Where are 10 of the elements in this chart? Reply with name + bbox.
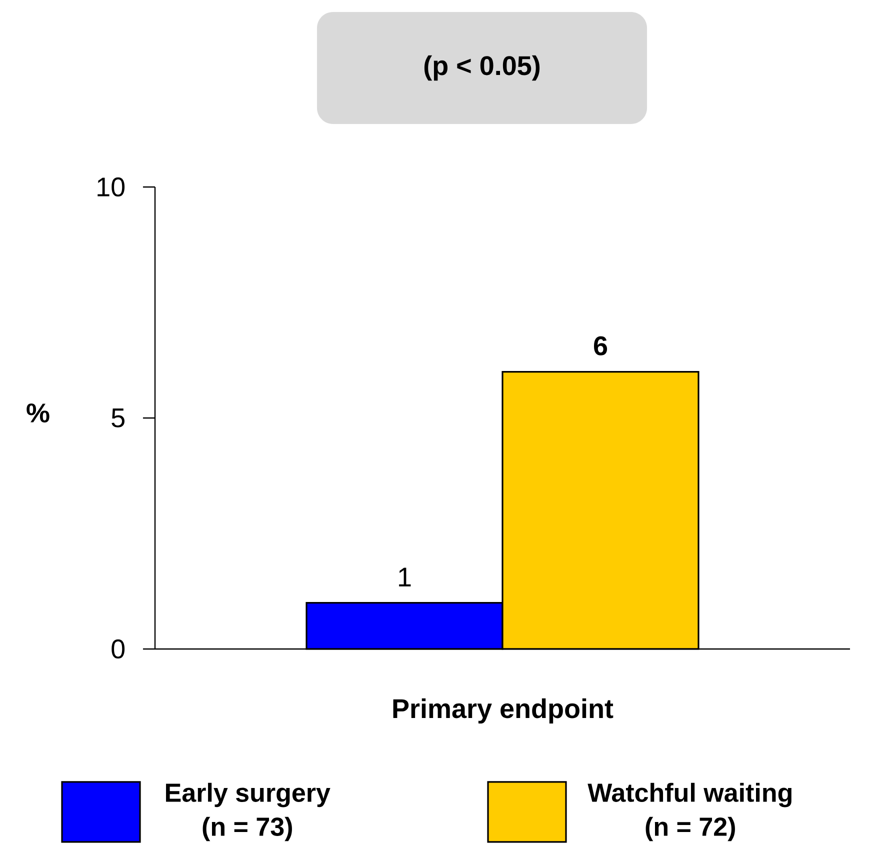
y-tick-label: 0 (112, 639, 125, 659)
y-tick-label: 10 (98, 177, 125, 197)
data-label: 6 (594, 336, 608, 356)
chart-title: (p < 0.05) (424, 55, 540, 81)
y-tick-label: 5 (112, 408, 124, 428)
y-axis-title: % (26, 403, 50, 422)
legend-label: Early surgery (n = 73) (166, 782, 330, 842)
x-tick-label: Primary endpoint (393, 698, 614, 724)
legend-label: Watchful waiting (n = 72) (588, 782, 792, 842)
data-label: 1 (399, 568, 411, 586)
